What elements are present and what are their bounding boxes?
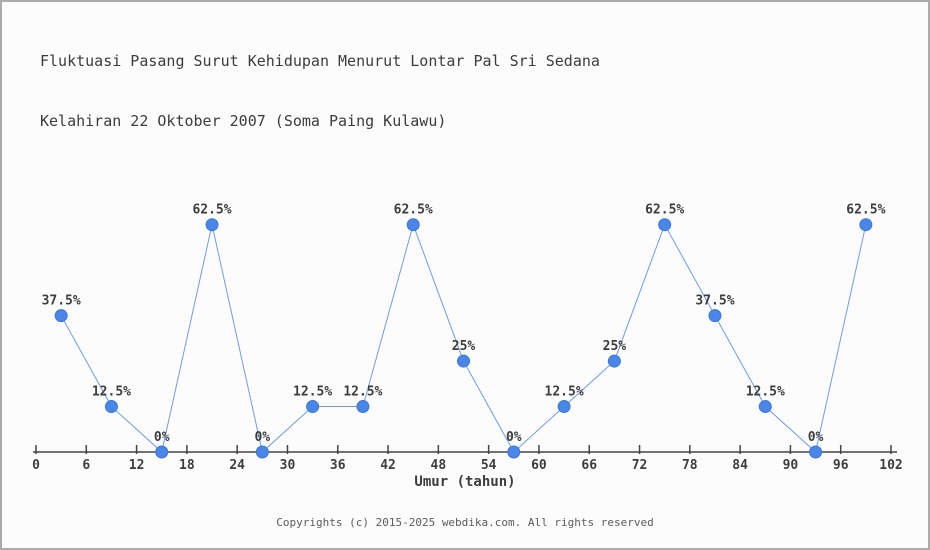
- data-point-label: 62.5%: [192, 203, 231, 218]
- x-tick-label: 72: [632, 458, 648, 473]
- data-point: [758, 400, 772, 414]
- data-point: [54, 309, 68, 323]
- x-tick-label: 18: [179, 458, 195, 473]
- data-point: [658, 218, 672, 232]
- data-point-label: 62.5%: [394, 203, 433, 218]
- copyright-text: Copyrights (c) 2015-2025 webdika.com. Al…: [276, 516, 654, 529]
- x-tick-label: 90: [783, 458, 799, 473]
- data-point: [155, 445, 169, 459]
- data-point-label: 12.5%: [92, 385, 131, 400]
- data-point-label: 25%: [452, 339, 476, 354]
- x-tick-label: 78: [682, 458, 698, 473]
- data-point: [104, 400, 118, 414]
- x-tick-label: 12: [129, 458, 145, 473]
- data-point-label: 12.5%: [545, 385, 584, 400]
- data-point-label: 62.5%: [645, 203, 684, 218]
- x-tick-label: 54: [481, 458, 497, 473]
- data-point-label: 37.5%: [42, 294, 81, 309]
- data-point-label: 0%: [154, 430, 170, 445]
- data-point-label: 62.5%: [846, 203, 885, 218]
- data-point: [406, 218, 420, 232]
- data-point-label: 12.5%: [746, 385, 785, 400]
- chart-title: Fluktuasi Pasang Surut Kehidupan Menurut…: [40, 11, 600, 171]
- data-point-label: 0%: [506, 430, 522, 445]
- data-point: [607, 354, 621, 368]
- x-axis-title: Umur (tahun): [414, 474, 516, 490]
- chart-title-line1: Fluktuasi Pasang Surut Kehidupan Menurut…: [40, 52, 600, 70]
- x-tick-label: 6: [82, 458, 90, 473]
- x-tick-label: 60: [531, 458, 547, 473]
- data-point: [708, 309, 722, 323]
- data-point-label: 25%: [603, 339, 627, 354]
- x-tick-label: 42: [380, 458, 396, 473]
- x-tick-label: 48: [431, 458, 447, 473]
- data-point: [205, 218, 219, 232]
- data-point: [306, 400, 320, 414]
- x-tick-label: 30: [280, 458, 296, 473]
- data-point: [859, 218, 873, 232]
- data-point-label: 12.5%: [293, 385, 332, 400]
- x-tick-label: 102: [879, 458, 902, 473]
- data-point: [255, 445, 269, 459]
- x-tick-label: 66: [581, 458, 597, 473]
- data-point: [356, 400, 370, 414]
- line-chart: 0 6 12 18 24 30 36 42 48 54 60 66 72 78 84 90 96 102 37.5%…: [32, 203, 903, 473]
- data-point-label: 0%: [254, 430, 270, 445]
- data-point-label: 0%: [808, 430, 824, 445]
- data-point: [809, 445, 823, 459]
- data-point: [457, 354, 470, 368]
- x-tick-label: 36: [330, 458, 346, 473]
- x-tick-label: 0: [32, 458, 40, 473]
- data-point: [557, 400, 571, 414]
- x-tick-label: 84: [732, 458, 748, 473]
- chart-title-line2: Kelahiran 22 Oktober 2007 (Soma Paing Ku…: [40, 112, 447, 130]
- x-tick-label: 24: [229, 458, 245, 473]
- data-point-label: 37.5%: [695, 294, 734, 309]
- data-point: [507, 445, 521, 459]
- x-tick-label: 96: [833, 458, 849, 473]
- data-point-label: 12.5%: [343, 385, 382, 400]
